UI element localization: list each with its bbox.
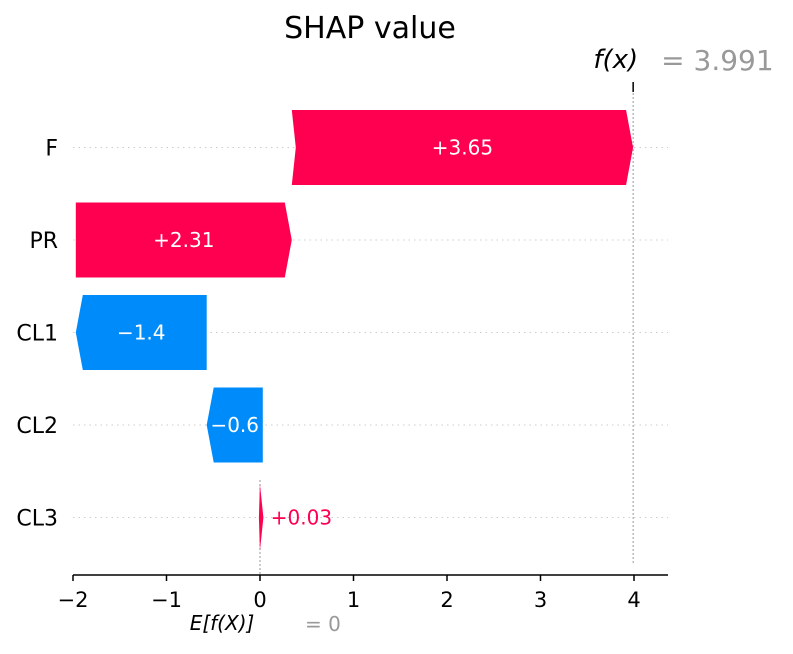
x-axis: −2 −1 0 1 2 3 4 [58, 574, 668, 612]
x-tick-label: −1 [151, 588, 182, 612]
output-value-label: f(x) [593, 45, 638, 75]
bar-pr [75, 202, 292, 278]
base-value-text: = 0 [305, 612, 341, 636]
bar-cl3 [258, 484, 264, 551]
reference-lines [259, 82, 634, 575]
bar-f [291, 110, 634, 185]
bar-value-label: +2.31 [153, 228, 214, 252]
x-tick-label: 2 [440, 588, 453, 612]
feature-label: CL3 [16, 507, 58, 532]
bar-cl2 [206, 387, 263, 463]
feature-labels: F PR CL1 CL2 CL3 [16, 137, 58, 532]
feature-label: PR [29, 229, 58, 254]
x-tick-label: −2 [58, 588, 89, 612]
bars: +3.65 +2.31 −1.4 −0.6 +0.03 [75, 110, 634, 551]
chart-title: SHAP value [284, 11, 456, 46]
bar-value-label: +3.65 [432, 136, 493, 160]
bar-value-label: −0.6 [210, 413, 259, 437]
x-tick-label: 3 [534, 588, 547, 612]
bar-value-label: −1.4 [117, 321, 166, 345]
x-tick-label: 0 [253, 588, 266, 612]
base-value-label: E[f(X)] [190, 611, 255, 635]
x-tick-label: 4 [627, 588, 640, 612]
x-tick-label: 1 [347, 588, 360, 612]
output-value-text: = 3.991 [661, 44, 774, 77]
feature-label: CL1 [16, 322, 58, 347]
annotations: E[f(X)] = 0 f(x) = 3.991 [190, 44, 774, 636]
bar-value-label: +0.03 [271, 506, 332, 530]
bar-cl1 [75, 295, 207, 370]
feature-label: F [45, 137, 58, 162]
feature-label: CL2 [16, 414, 58, 439]
